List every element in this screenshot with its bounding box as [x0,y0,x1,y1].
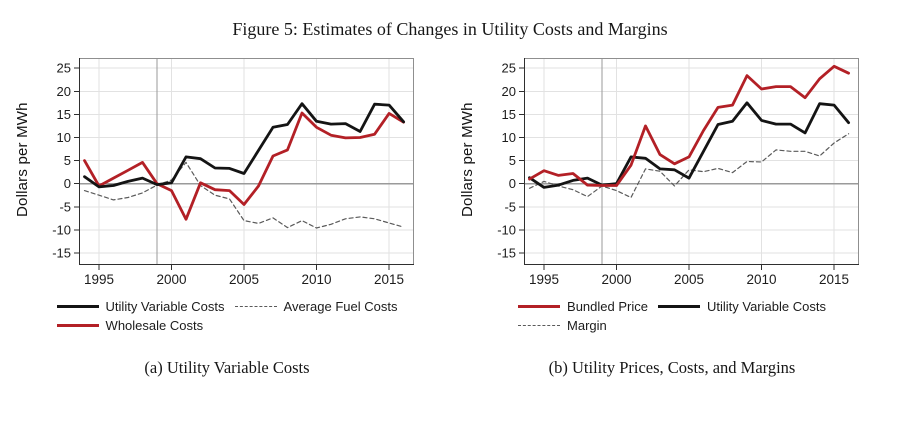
y-tick-label: -15 [497,245,516,260]
panels-row: Dollars per MWh 25 20 15 10 5 0 -5 -10 -15 1995 20… [0,40,900,378]
x-tick-label: 1995 [529,272,559,287]
y-axis-label-a: Dollars per MWh [14,102,31,218]
legend-item: Wholesale Costs [56,318,204,333]
y-tick-label: 15 [57,107,71,122]
legend-item: Bundled Price [518,299,648,314]
y-tick-label: 5 [509,153,516,168]
y-tick-label: 20 [502,84,516,99]
y-tick-label: 25 [57,61,71,76]
y-tick-label: 0 [509,176,516,191]
figure-title: Figure 5: Estimates of Changes in Utilit… [232,19,668,39]
y-tick-label: -15 [52,245,71,260]
legend-label: Margin [567,318,607,333]
y-tick-label: 10 [57,130,71,145]
legend-table: Bundled Price Utility Variable Costs Margi… [518,299,826,333]
series-line-average-fuel-costs [83,161,405,229]
series-line-margin [528,133,850,199]
x-tick-label: 2005 [674,272,704,287]
x-tick-label: 2010 [302,272,332,287]
chart-a: Dollars per MWh 25 20 15 10 5 0 -5 -10 -15 1995 20… [14,52,415,296]
y-tick-label: 20 [57,84,71,99]
legend-line-swatch-red-solid [518,305,561,308]
legend-line-swatch-black-solid [56,305,99,308]
legend-line-swatch-dashed [518,325,561,326]
legend-label: Utility Variable Costs [105,299,225,314]
x-tick-label: 1995 [84,272,114,287]
x-tick-label: 2000 [157,272,187,287]
legend-item: Margin [518,318,607,333]
legend-label: Bundled Price [567,299,648,314]
series-line-utility-variable-costs [528,101,851,189]
x-tick-label: 2015 [819,272,849,287]
y-tick-label: 15 [502,107,516,122]
legend-a: Utility Variable Costs Average Fuel Costs… [39,299,415,333]
y-tick-label: 10 [502,130,516,145]
legend-item: Utility Variable Costs [657,299,826,314]
y-tick-label: -5 [504,199,516,214]
x-tick-label: 2005 [229,272,259,287]
legend-b: Bundled Price Utility Variable Costs Margi… [484,299,860,333]
legend-item: Average Fuel Costs [234,299,398,314]
x-tick-label: 2015 [374,272,404,287]
y-tick-label: 5 [64,153,71,168]
plot-border [78,57,415,266]
panel-b: Dollars per MWh 25 20 15 10 5 0 -5 -10 -15 1995 20… [459,52,860,378]
x-tick-label: 2000 [602,272,632,287]
series-line-utility-variable-costs [83,102,406,189]
y-axis-label-b: Dollars per MWh [459,102,476,218]
y-tick-label: 25 [502,61,516,76]
legend-line-swatch-dashed [234,306,277,307]
x-tick-label: 2010 [747,272,777,287]
chart-b: Dollars per MWh 25 20 15 10 5 0 -5 -10 -15 1995 20… [459,52,860,296]
caption-a: (a) Utility Variable Costs [144,358,310,377]
series-line-bundled-price [528,64,851,187]
legend-line-swatch-red-solid [56,324,99,327]
panel-a: Dollars per MWh 25 20 15 10 5 0 -5 -10 -15 1995 20… [14,52,415,378]
y-tick-label: -5 [59,199,71,214]
y-tick-label: -10 [52,222,71,237]
legend-label: Average Fuel Costs [283,299,398,314]
y-tick-label: 0 [64,176,71,191]
legend-table: Utility Variable Costs Average Fuel Costs… [56,299,398,333]
caption-b: (b) Utility Prices, Costs, and Margins [548,358,796,377]
series-line-wholesale-costs [83,111,406,221]
legend-label: Utility Variable Costs [706,299,826,314]
legend-line-swatch-black-solid [657,305,700,308]
y-tick-label: -10 [497,222,516,237]
legend-label: Wholesale Costs [105,318,204,333]
legend-item: Utility Variable Costs [56,299,225,314]
plot-border [523,57,860,266]
